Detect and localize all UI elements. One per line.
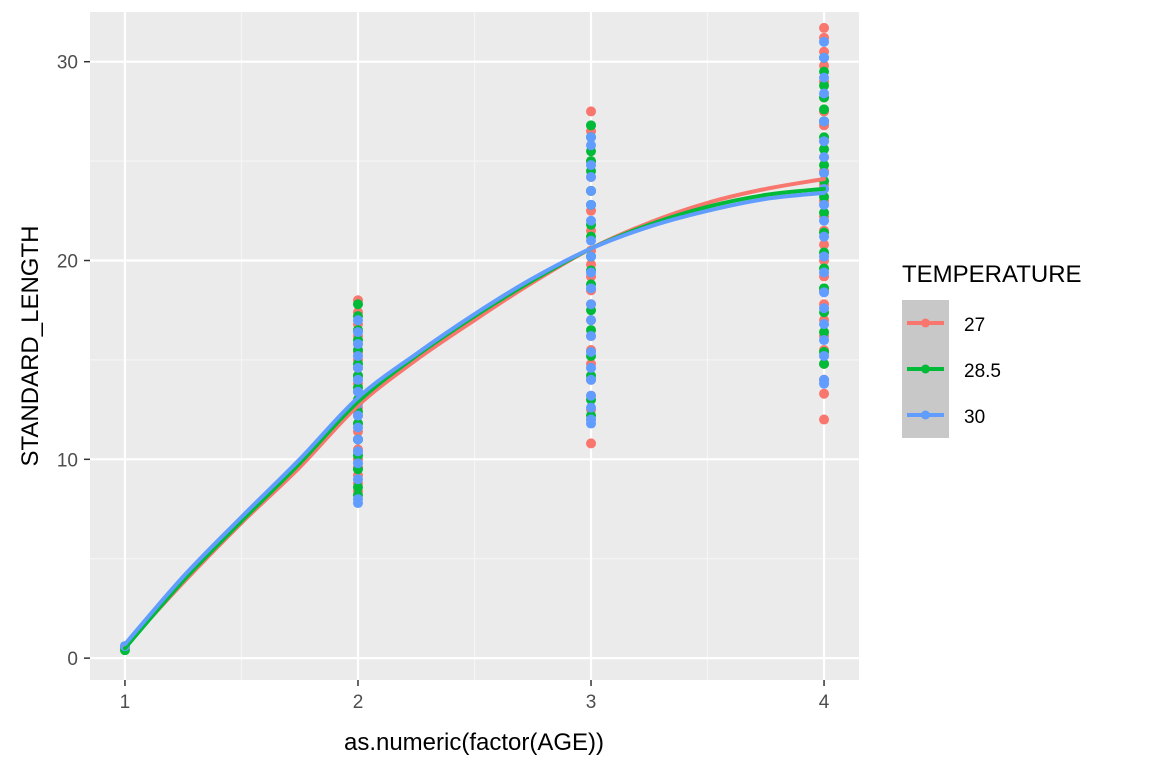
data-point (586, 160, 597, 171)
data-point (819, 414, 830, 425)
data-point (586, 172, 597, 183)
data-point (586, 235, 597, 246)
points-layer (119, 22, 830, 656)
legend-label: 27 (964, 315, 985, 336)
fit-line-30 (123, 190, 826, 647)
fits-layer (123, 177, 826, 651)
data-point (586, 267, 597, 278)
x-tick-label: 3 (586, 692, 597, 713)
data-point (586, 315, 597, 326)
data-point (819, 52, 830, 63)
data-point (352, 362, 363, 373)
x-tick-label: 1 (120, 692, 131, 713)
data-point (819, 152, 830, 163)
data-point (586, 132, 597, 143)
data-point (819, 319, 830, 330)
data-point (819, 327, 830, 338)
legend-key-point (921, 364, 930, 374)
data-point (352, 339, 363, 350)
data-point (819, 22, 830, 33)
data-point (352, 350, 363, 361)
data-point (586, 331, 597, 342)
legend-key-point (921, 410, 930, 420)
data-point (819, 136, 830, 147)
data-point (586, 106, 597, 117)
data-point (819, 358, 830, 369)
data-point (819, 104, 830, 115)
legend-key-point (921, 318, 930, 328)
data-point (352, 498, 363, 509)
data-point (819, 303, 830, 314)
data-point (586, 418, 597, 429)
data-point (819, 335, 830, 346)
y-tick-label: 20 (57, 252, 78, 273)
data-point (819, 144, 830, 155)
data-point (586, 390, 597, 401)
data-point (586, 346, 597, 357)
data-point (352, 327, 363, 338)
data-point (819, 168, 830, 179)
data-point (586, 251, 597, 262)
data-point (352, 315, 363, 326)
data-point (819, 350, 830, 361)
data-point (819, 207, 830, 218)
data-point (586, 140, 597, 151)
data-point (352, 434, 363, 445)
y-tick-label: 30 (57, 53, 78, 74)
data-point (352, 410, 363, 421)
data-point (819, 80, 830, 91)
y-axis-title: STANDARD_LENGTH (17, 226, 44, 467)
data-point (819, 287, 830, 298)
legend-title: TEMPERATURE (902, 261, 1082, 288)
y-tick-label: 0 (67, 649, 78, 670)
y-axis-ticks: 0 10 20 30 (57, 53, 90, 670)
data-point (819, 231, 830, 242)
data-point (586, 215, 597, 226)
x-tick-label: 4 (819, 692, 830, 713)
data-point (586, 438, 597, 449)
data-point (819, 116, 830, 127)
y-tick-label: 10 (57, 450, 78, 471)
data-point (352, 422, 363, 433)
x-tick-label: 2 (353, 692, 364, 713)
x-axis-title: as.numeric(factor(AGE)) (344, 729, 604, 756)
data-point (819, 267, 830, 278)
data-point (819, 215, 830, 226)
data-point (819, 36, 830, 47)
x-axis-ticks: 1 2 3 4 (120, 680, 830, 713)
data-point (586, 362, 597, 373)
data-point (352, 374, 363, 385)
grid-minor (90, 12, 859, 680)
data-point (352, 299, 363, 310)
legend-keys (907, 318, 944, 420)
legend-label: 28.5 (964, 361, 1001, 382)
data-point (819, 239, 830, 250)
data-point (819, 378, 830, 389)
data-point (586, 299, 597, 310)
data-point (819, 199, 830, 210)
data-point (819, 388, 830, 399)
data-point (586, 185, 597, 196)
data-point (586, 120, 597, 131)
data-point (586, 199, 597, 210)
data-point (352, 482, 363, 493)
data-point (819, 251, 830, 262)
data-point (586, 402, 597, 413)
data-point (352, 446, 363, 457)
data-point (586, 374, 597, 385)
data-point (819, 88, 830, 99)
legend-label: 30 (964, 407, 985, 428)
data-point (586, 283, 597, 294)
data-point (352, 474, 363, 485)
data-point (819, 72, 830, 83)
data-point (352, 458, 363, 469)
legend: TEMPERATURE 27 28.5 30 (902, 261, 1082, 438)
data-point (819, 160, 830, 171)
